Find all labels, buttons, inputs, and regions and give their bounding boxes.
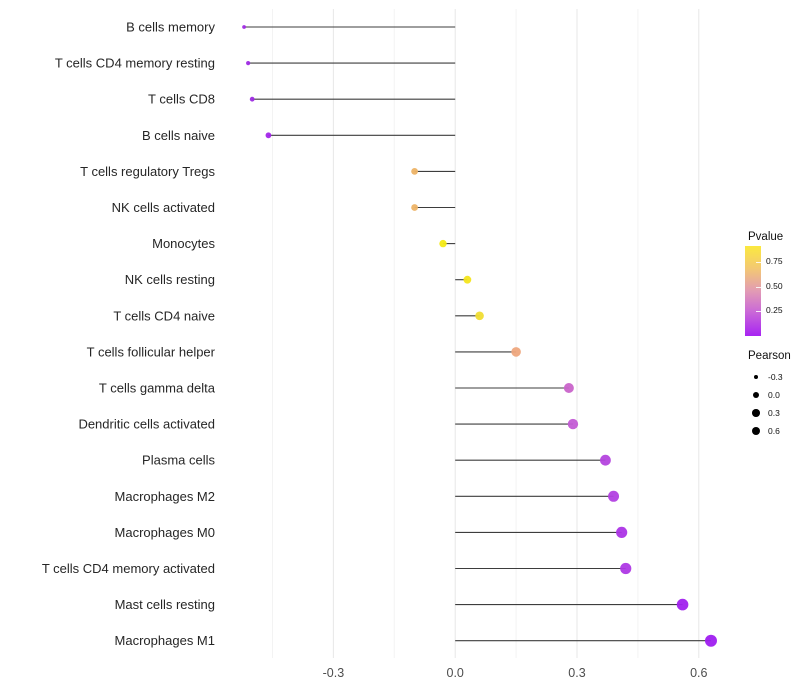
- category-label: Macrophages M0: [115, 525, 215, 540]
- category-label: T cells CD8: [148, 92, 215, 107]
- data-point: [463, 275, 472, 284]
- data-point: [511, 347, 521, 357]
- category-label: B cells naive: [142, 128, 215, 143]
- category-label: T cells regulatory Tregs: [80, 164, 215, 179]
- x-tick-label: -0.3: [323, 666, 345, 680]
- pvalue-legend-title: Pvalue: [748, 231, 784, 243]
- pvalue-bar-tick: [756, 287, 761, 288]
- data-point: [411, 168, 418, 175]
- category-label: NK cells activated: [112, 200, 215, 215]
- pvalue-tick-label: 0.50: [766, 281, 783, 291]
- category-label: T cells follicular helper: [87, 344, 216, 359]
- data-point: [475, 311, 484, 321]
- category-label: B cells memory: [126, 20, 215, 35]
- pearson-legend-label: 0.0: [768, 389, 780, 400]
- category-label: Plasma cells: [142, 453, 215, 468]
- x-tick-label: 0.0: [447, 666, 464, 680]
- pvalue-bar-tick: [756, 311, 761, 312]
- category-label: T cells gamma delta: [99, 381, 216, 396]
- pearson-legend-dot: [753, 374, 759, 380]
- data-point: [563, 383, 574, 393]
- data-point: [242, 25, 246, 29]
- data-point: [567, 418, 579, 430]
- x-tick-label: 0.3: [568, 666, 585, 680]
- data-point: [676, 598, 689, 611]
- data-point: [616, 526, 628, 539]
- pearson-legend-dot: [751, 426, 761, 436]
- pearson-legend-label: -0.3: [768, 371, 783, 382]
- pearson-legend-title: Pearson: [748, 350, 791, 362]
- category-label: T cells CD4 memory resting: [55, 56, 215, 71]
- pearson-legend-dot: [752, 391, 760, 399]
- category-label: T cells CD4 naive: [113, 308, 215, 323]
- data-point: [620, 562, 632, 575]
- pearson-legend-label: 0.6: [768, 425, 780, 436]
- category-label: T cells CD4 memory activated: [42, 561, 215, 576]
- category-label: Dendritic cells activated: [78, 417, 215, 432]
- pearson-legend-dot: [752, 409, 760, 417]
- pvalue-tick-label: 0.25: [766, 305, 783, 315]
- data-point: [411, 204, 418, 211]
- data-point: [439, 239, 447, 248]
- pvalue-bar-tick: [756, 262, 761, 263]
- pvalue-tick-label: 0.75: [766, 256, 783, 266]
- category-label: Macrophages M2: [115, 489, 215, 504]
- data-point: [608, 490, 620, 502]
- data-point: [265, 132, 272, 139]
- category-label: Macrophages M1: [115, 633, 215, 648]
- category-label: NK cells resting: [125, 272, 215, 287]
- pvalue-gradient-bar: [745, 246, 761, 336]
- pearson-legend-label: 0.3: [768, 407, 780, 418]
- category-label: Monocytes: [152, 236, 215, 251]
- x-tick-label: 0.6: [690, 666, 707, 680]
- data-point: [704, 634, 717, 647]
- data-point: [600, 454, 611, 466]
- data-point: [246, 61, 251, 66]
- category-label: Mast cells resting: [115, 597, 215, 612]
- data-point: [249, 96, 255, 102]
